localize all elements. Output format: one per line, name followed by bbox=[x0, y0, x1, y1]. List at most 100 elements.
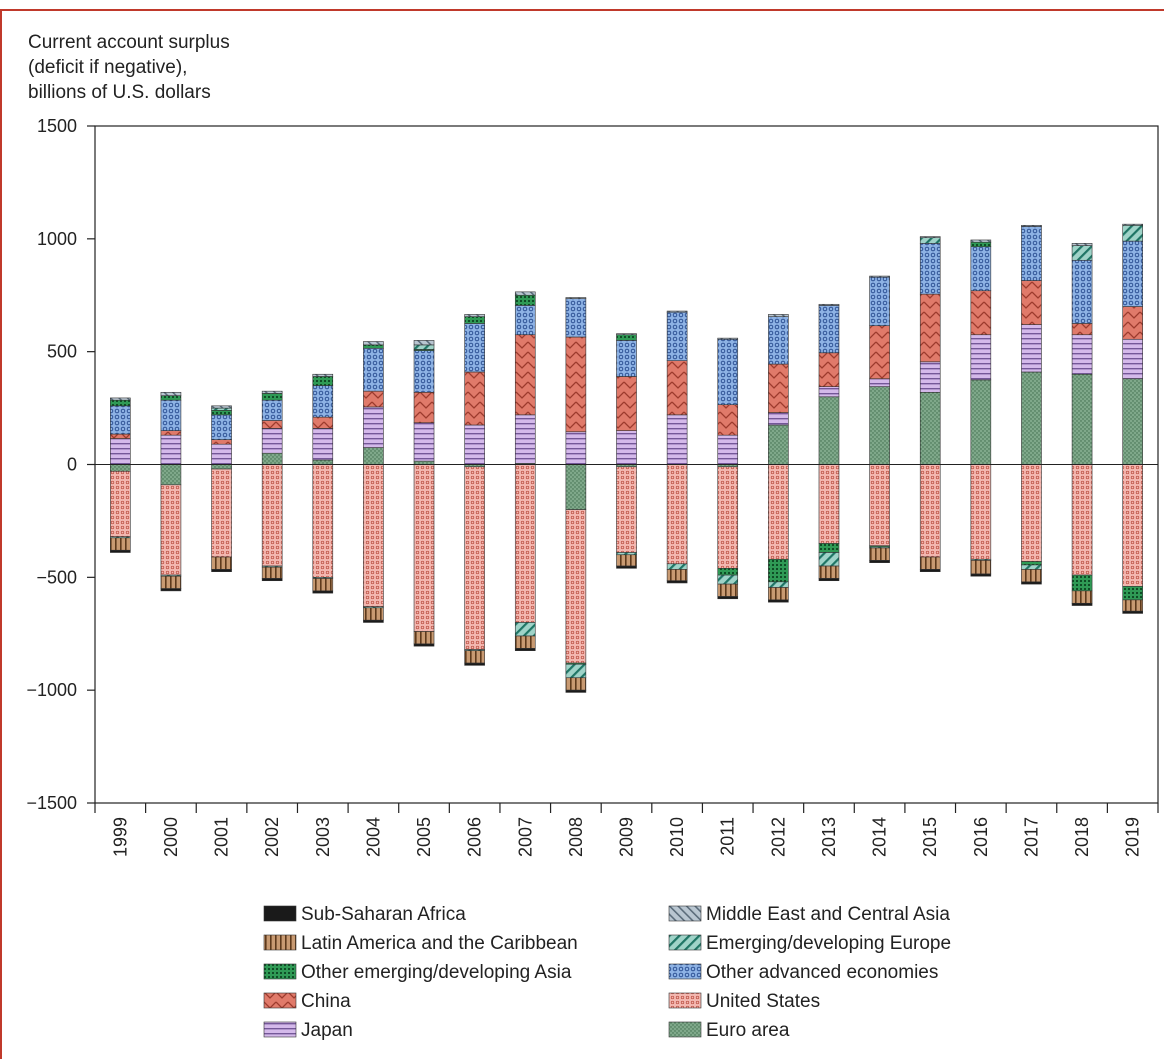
y-tick-label: 1500 bbox=[37, 116, 77, 136]
bar-segment-ede bbox=[768, 581, 789, 588]
bar-segment-us bbox=[211, 468, 232, 558]
bar-segment-oae bbox=[768, 316, 789, 365]
bar-segment-ede bbox=[1021, 564, 1042, 570]
bar-segment-oae bbox=[818, 305, 840, 354]
bar-segment-us bbox=[970, 464, 992, 560]
bar-segment-meca bbox=[616, 333, 637, 336]
bar-segment-ede bbox=[1122, 224, 1143, 242]
bar-segment-ede bbox=[818, 552, 840, 567]
legend-label-japan: Japan bbox=[301, 1020, 353, 1041]
bar-segment-oae bbox=[160, 399, 182, 431]
bar-segment-us bbox=[616, 466, 637, 553]
bar-segment-china bbox=[363, 390, 384, 408]
x-tick-label: 2007 bbox=[515, 817, 535, 857]
bar-segment-oae bbox=[565, 298, 587, 338]
bar-segment-lac bbox=[413, 631, 435, 645]
bar-segment-lac bbox=[666, 569, 688, 582]
bar-segment-japan bbox=[363, 406, 384, 448]
bar-segment-ssa bbox=[261, 578, 283, 582]
bar-segment-oae bbox=[1021, 226, 1042, 281]
bar-segment-japan bbox=[970, 334, 992, 381]
bar-segment-ede bbox=[565, 663, 587, 679]
bar-segment-us bbox=[312, 464, 334, 578]
bar-segment-us bbox=[666, 464, 688, 565]
bar-segment-euro bbox=[919, 391, 941, 465]
y-tick-label: 1000 bbox=[37, 229, 77, 249]
bar-segment-ede bbox=[666, 563, 688, 570]
bar-segment-china bbox=[1122, 306, 1143, 340]
x-tick-label: 2013 bbox=[819, 817, 839, 857]
bar-segment-oeda bbox=[970, 241, 992, 248]
bar-segment-oeda bbox=[616, 334, 637, 341]
bar-segment-oeda bbox=[110, 399, 131, 407]
bar-segment-china bbox=[464, 371, 485, 426]
bar-segment-meca bbox=[363, 341, 384, 346]
bar-segment-euro bbox=[261, 452, 283, 465]
legend-label-euro: Euro area bbox=[706, 1020, 790, 1041]
x-tick-label: 2001 bbox=[212, 817, 232, 857]
bar-segment-ssa bbox=[616, 565, 637, 569]
bar-segment-oae bbox=[211, 414, 232, 440]
bar-segment-ssa bbox=[666, 580, 688, 584]
bar-segment-oae bbox=[869, 276, 890, 327]
bar-segment-us bbox=[464, 466, 485, 650]
bar-segment-japan bbox=[211, 443, 232, 465]
bar-segment-oeda bbox=[768, 558, 789, 583]
y-axis-label-line-2: (deficit if negative), bbox=[28, 57, 187, 78]
bar-segment-lac bbox=[565, 677, 587, 691]
bar-segment-ssa bbox=[211, 569, 232, 572]
bar-segment-us bbox=[363, 464, 384, 607]
bar-segment-meca bbox=[1021, 224, 1042, 227]
bar-segment-china bbox=[717, 404, 739, 436]
x-tick-label: 2015 bbox=[920, 817, 940, 857]
bar-segment-china bbox=[312, 416, 334, 429]
bar-segment-oeda bbox=[312, 376, 334, 386]
bar-segment-oae bbox=[717, 338, 739, 405]
bar-segment-ssa bbox=[970, 573, 992, 577]
bar-segment-ede bbox=[919, 237, 941, 244]
bar-segment-meca bbox=[666, 310, 688, 313]
bar-segment-meca bbox=[464, 314, 485, 317]
bar-segment-us bbox=[919, 464, 941, 558]
bar-segment-meca bbox=[1122, 223, 1143, 226]
bar-segment-euro bbox=[565, 464, 587, 510]
bar-stacks bbox=[95, 223, 1158, 693]
bar-segment-lac bbox=[1122, 599, 1143, 612]
bar-segment-lac bbox=[464, 650, 485, 664]
y-axis-label-line-1: Current account surplus bbox=[28, 32, 230, 53]
bar-segment-oae bbox=[666, 311, 688, 361]
bar-segment-euro bbox=[869, 386, 890, 465]
bar-segment-lac bbox=[110, 537, 131, 551]
bar-segment-oae bbox=[464, 323, 485, 373]
bar-segment-us bbox=[413, 464, 435, 632]
bar-segment-euro bbox=[1122, 378, 1143, 465]
bar-segment-euro bbox=[110, 464, 131, 472]
y-tick-label: −1500 bbox=[26, 793, 77, 813]
bar-segment-meca bbox=[211, 405, 232, 409]
x-tick-label: 2019 bbox=[1123, 817, 1143, 857]
x-tick-label: 2018 bbox=[1072, 817, 1092, 857]
bar-segment-oae bbox=[514, 305, 536, 336]
bar-segment-lac bbox=[514, 635, 536, 649]
bar-segment-oeda bbox=[363, 344, 384, 349]
bar-segment-ede bbox=[514, 622, 536, 637]
legend-swatch-oeda bbox=[263, 963, 297, 980]
bar-segment-us bbox=[869, 464, 890, 547]
bar-segment-ssa bbox=[464, 662, 485, 666]
bar-segment-lac bbox=[717, 583, 739, 597]
legend-label-oeda: Other emerging/developing Asia bbox=[301, 962, 572, 983]
bar-segment-euro bbox=[768, 424, 789, 465]
bar-segment-japan bbox=[261, 428, 283, 454]
bar-segment-meca bbox=[869, 275, 890, 278]
bar-segment-oeda bbox=[160, 395, 182, 401]
bar-segment-meca bbox=[970, 239, 992, 243]
bar-segment-euro bbox=[1021, 371, 1042, 465]
bar-segment-ede bbox=[211, 407, 232, 411]
bar-segment-japan bbox=[666, 414, 688, 465]
x-tick-label: 2008 bbox=[566, 817, 586, 857]
bar-segment-japan bbox=[312, 428, 334, 461]
bar-segment-japan bbox=[818, 386, 840, 398]
bar-segment-ssa bbox=[717, 596, 739, 600]
bar-segment-us bbox=[1122, 464, 1143, 587]
legend-swatch-china bbox=[263, 992, 297, 1009]
